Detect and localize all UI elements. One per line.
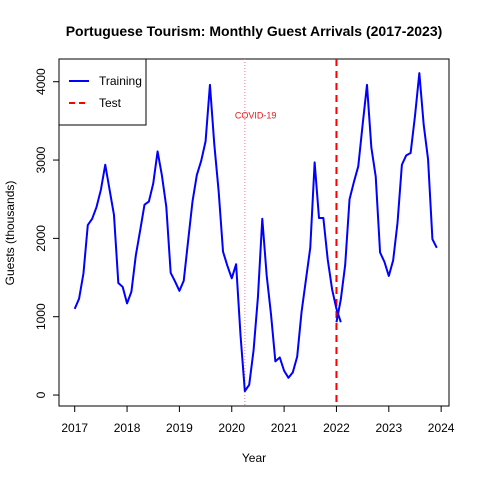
plot-frame bbox=[58, 58, 450, 407]
y-axis-label: Guests (thousands) bbox=[3, 181, 17, 286]
y-tick-label: 1000 bbox=[34, 303, 48, 330]
chart-title: Portuguese Tourism: Monthly Guest Arriva… bbox=[66, 23, 443, 39]
x-tick-label: 2018 bbox=[114, 421, 141, 435]
y-tick-label: 3000 bbox=[34, 146, 48, 173]
x-tick-label: 2020 bbox=[218, 421, 245, 435]
x-tick-label: 2022 bbox=[323, 421, 350, 435]
x-tick-label: 2024 bbox=[428, 421, 455, 435]
training-series-line bbox=[73, 83, 342, 393]
y-tick-label: 4000 bbox=[34, 68, 48, 95]
legend-box bbox=[58, 58, 147, 126]
covid-annotation: COVID-19 bbox=[235, 111, 277, 121]
plot-area: 2017 2018 2019 2020 2021 2022 2023 2024 0 1000 200… bbox=[34, 58, 455, 435]
y-tick-label: 2000 bbox=[34, 225, 48, 252]
y-tick-label: 0 bbox=[34, 391, 48, 398]
x-tick-label: 2023 bbox=[375, 421, 402, 435]
x-tick-label: 2021 bbox=[271, 421, 298, 435]
test-series-line bbox=[335, 72, 438, 323]
x-axis-label: Year bbox=[242, 451, 266, 465]
legend-label: Test bbox=[99, 96, 122, 110]
legend-label: Training bbox=[99, 74, 142, 88]
x-tick-label: 2019 bbox=[166, 421, 193, 435]
x-tick-label: 2017 bbox=[61, 421, 88, 435]
